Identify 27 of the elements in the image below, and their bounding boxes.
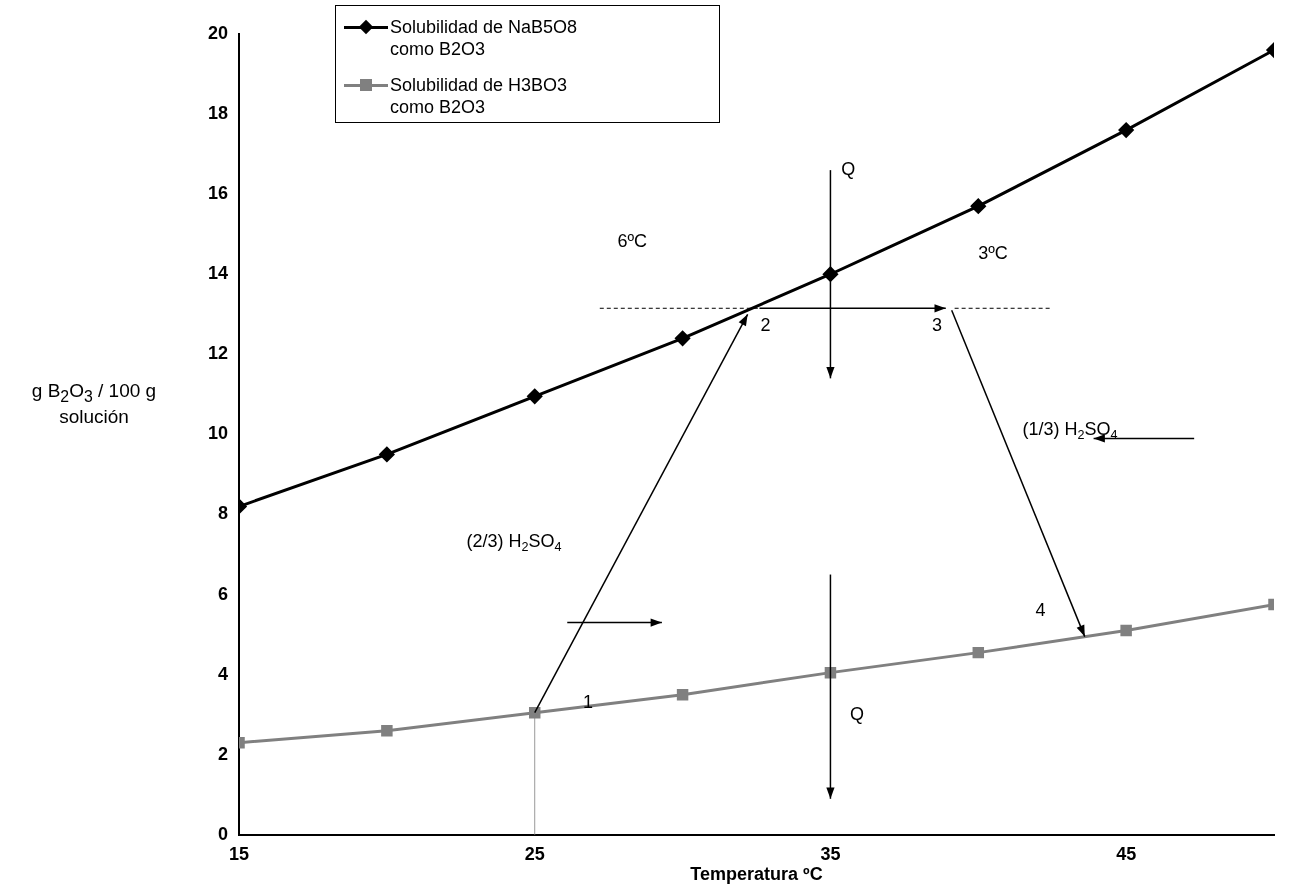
y-tick-label: 2 (218, 743, 229, 764)
y-tick-label: 12 (207, 343, 229, 364)
y-axis-title: g B$_{2}$O$_{3}$ / 100 g solución (30, 380, 158, 428)
annotation: 4 (1035, 599, 1046, 620)
x-tick-label: 35 (820, 843, 841, 864)
y-tick-label: 10 (207, 423, 229, 444)
x-tick-label: 45 (1116, 843, 1137, 864)
y-tick-label: 18 (207, 103, 229, 124)
annotation: 3ºC (978, 243, 1008, 264)
y-tick-label: 14 (207, 263, 229, 284)
annotation: 2 (760, 315, 771, 336)
x-axis-title: Temperatura ºC (690, 864, 823, 885)
y-tick-label: 20 (207, 22, 229, 43)
annotation: Q (841, 159, 856, 180)
annotation: 1 (582, 691, 593, 712)
y-tick-label: 8 (218, 503, 229, 524)
y-tick-label: 4 (218, 663, 229, 684)
annotation: 3 (931, 315, 942, 336)
legend-label: Solubilidad de NaB5O8 como B2O3 (390, 16, 579, 60)
annotation: Q (850, 703, 865, 724)
y-tick-label: 16 (207, 183, 229, 204)
annotation: 6ºC (617, 231, 648, 252)
y-tick-label: 6 (218, 583, 229, 604)
y-tick-label: 0 (218, 823, 229, 844)
legend-label: Solubilidad de H3BO3 como B2O3 (390, 74, 569, 118)
x-tick-label: 25 (524, 843, 545, 864)
x-tick-label: 15 (229, 843, 250, 864)
